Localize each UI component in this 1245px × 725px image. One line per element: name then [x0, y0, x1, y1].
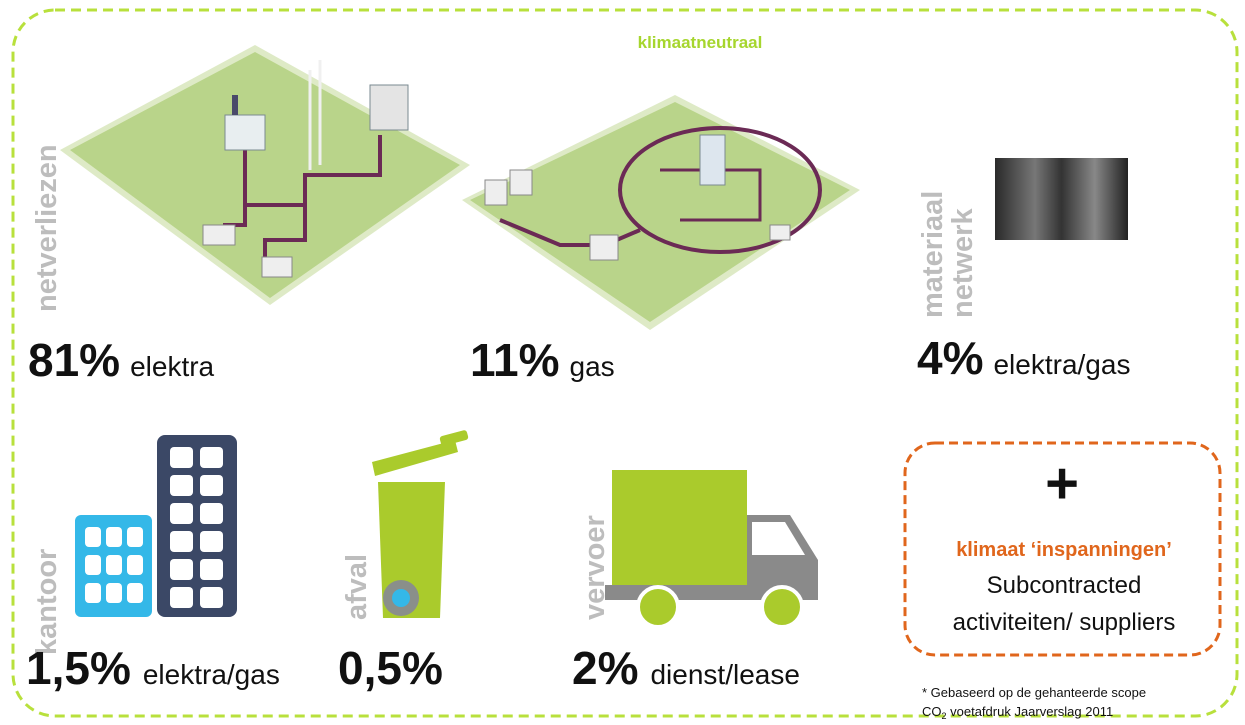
window — [200, 447, 223, 468]
window — [200, 503, 223, 524]
window — [200, 559, 223, 580]
stat: 0,5% — [338, 642, 443, 694]
window — [200, 531, 223, 552]
window — [200, 475, 223, 496]
stat-value: 1,5% — [26, 642, 131, 694]
vertical-label: afval — [341, 554, 373, 620]
window — [85, 583, 101, 603]
title: klimaatneutraal — [638, 33, 763, 52]
window — [170, 503, 193, 524]
bin-icon — [372, 430, 469, 618]
window — [106, 527, 122, 547]
stat: 81% elektra — [28, 334, 215, 386]
stat-value: 2% — [572, 642, 638, 694]
windows — [85, 447, 223, 608]
stat: 2% dienst/lease — [572, 642, 800, 694]
cable-photo — [995, 158, 1128, 240]
box-heading: klimaat ‘inspanningen’ — [956, 539, 1172, 561]
vertical-label: netverliezen — [31, 144, 63, 312]
stat: 1,5% elektra/gas — [26, 642, 280, 694]
window — [127, 555, 143, 575]
vertical-label: netwerk — [947, 208, 979, 318]
effort-box — [903, 441, 1222, 657]
stat-value: 11% — [470, 334, 560, 386]
stat-description: elektra/gas — [143, 659, 280, 690]
window — [200, 587, 223, 608]
stat-value: 4% — [917, 332, 983, 384]
gas-grid-illustration — [462, 95, 860, 330]
window — [170, 531, 193, 552]
stat-description: elektra — [130, 351, 214, 382]
footnote: * Gebaseerd op de gehanteerde scope — [922, 685, 1146, 700]
vertical-label: vervoer — [579, 515, 611, 620]
window — [170, 587, 193, 608]
plus-sign: + — [1045, 451, 1079, 516]
box-line: Subcontracted — [987, 572, 1142, 599]
stat-value: 0,5% — [338, 642, 443, 694]
vertical-label: kantoor — [31, 549, 63, 655]
window — [85, 527, 101, 547]
vertical-label: materiaal — [917, 191, 949, 318]
window — [106, 583, 122, 603]
stat: 11% gas — [470, 334, 615, 386]
window — [127, 527, 143, 547]
window — [106, 555, 122, 575]
window — [85, 555, 101, 575]
footnote-subscript: 2 — [942, 711, 947, 721]
stat-description: elektra/gas — [993, 349, 1130, 380]
window — [170, 475, 193, 496]
stat: 4% elektra/gas — [917, 332, 1130, 384]
footnote-text: voetafdruk Jaarverslag 2011 — [947, 704, 1114, 719]
truck-icon — [605, 470, 818, 629]
window — [170, 447, 193, 468]
stat-description: gas — [570, 351, 615, 382]
outer-border — [11, 8, 1239, 718]
footnote: CO2 voetafdruk Jaarverslag 2011 — [922, 704, 1113, 721]
box-line: activiteiten/ suppliers — [953, 609, 1176, 636]
footnote-text: CO — [922, 704, 942, 719]
electricity-grid-illustration — [60, 45, 470, 305]
window — [170, 559, 193, 580]
stat-value: 81% — [28, 334, 120, 386]
window — [127, 583, 143, 603]
stat-description: dienst/lease — [650, 659, 799, 690]
